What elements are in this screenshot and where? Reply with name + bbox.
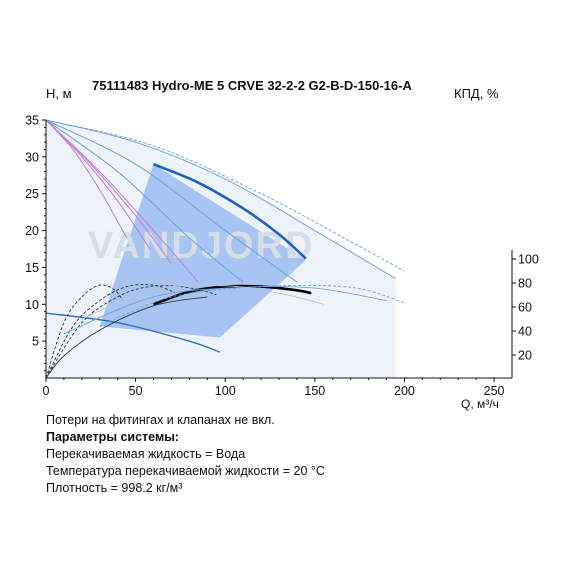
x-tick-label: 0 xyxy=(43,384,50,398)
y-axis-right-label: КПД, % xyxy=(454,86,499,101)
series-power-7 xyxy=(45,119,172,265)
series-efficiency-11 xyxy=(45,285,217,379)
series-head-max-1 xyxy=(45,119,396,279)
y-right-tick-label: 40 xyxy=(518,325,532,339)
x-tick-label: 150 xyxy=(304,384,325,398)
y-tick-label: 15 xyxy=(25,261,39,275)
series-efficiency-12 xyxy=(45,284,176,379)
note-header: Параметры системы: xyxy=(46,430,180,444)
x-tick-label: 50 xyxy=(129,384,143,398)
system-notes: Потери на фитингах и клапанах не вкл. Па… xyxy=(46,412,325,497)
series-efficiency-13 xyxy=(45,284,124,379)
operating-area xyxy=(99,164,306,338)
y-tick-label: 10 xyxy=(25,298,39,312)
note-density: Плотность = 998.2 кг/м³ xyxy=(46,481,183,495)
series-efficiency-14 xyxy=(45,296,208,379)
x-tick-label: 200 xyxy=(394,384,415,398)
y-tick-label: 25 xyxy=(25,187,39,201)
y-tick-label: 35 xyxy=(25,114,39,128)
series-efficiency-17 xyxy=(81,284,324,320)
y-axis-left-label: H, м xyxy=(46,86,72,101)
note-losses: Потери на фитингах и клапанах не вкл. xyxy=(46,413,275,427)
chart-title: 75111483 Hydro-ME 5 CRVE 32-2-2 G2-B-D-1… xyxy=(92,78,412,93)
y-right-tick-label: 100 xyxy=(518,253,539,267)
note-temperature: Температура перекачиваемой жидкости = 20… xyxy=(46,464,325,478)
y-tick-label: 30 xyxy=(25,150,39,164)
pump-curve-chart: VANDJORD 0 50 100 150 200 250 5 10 15 20 25 30 35 20 4… xyxy=(25,114,539,399)
y-right-tick-label: 80 xyxy=(518,277,532,291)
x-axis-label: Q, м³/ч xyxy=(461,397,499,411)
series-head-reduced-4 xyxy=(45,119,244,283)
series-head-main-0 xyxy=(153,163,307,260)
y-right-tick-label: 20 xyxy=(518,349,532,363)
x-tick-label: 250 xyxy=(484,384,505,398)
series-head-max-dashed-2 xyxy=(45,119,405,272)
series-head-min-5 xyxy=(45,312,221,353)
y-tick-label: 20 xyxy=(25,224,39,238)
series-power-8 xyxy=(45,119,151,250)
series-power-9 xyxy=(45,119,128,239)
series-efficiency-main-10 xyxy=(153,284,312,306)
watermark: VANDJORD xyxy=(88,225,314,267)
note-liquid: Перекачиваемая жидкость = Вода xyxy=(46,447,246,461)
y-right-tick-label: 60 xyxy=(518,301,532,315)
series-head-reduced-3 xyxy=(45,119,298,283)
x-tick-label: 100 xyxy=(215,384,236,398)
y-tick-label: 5 xyxy=(32,335,39,349)
